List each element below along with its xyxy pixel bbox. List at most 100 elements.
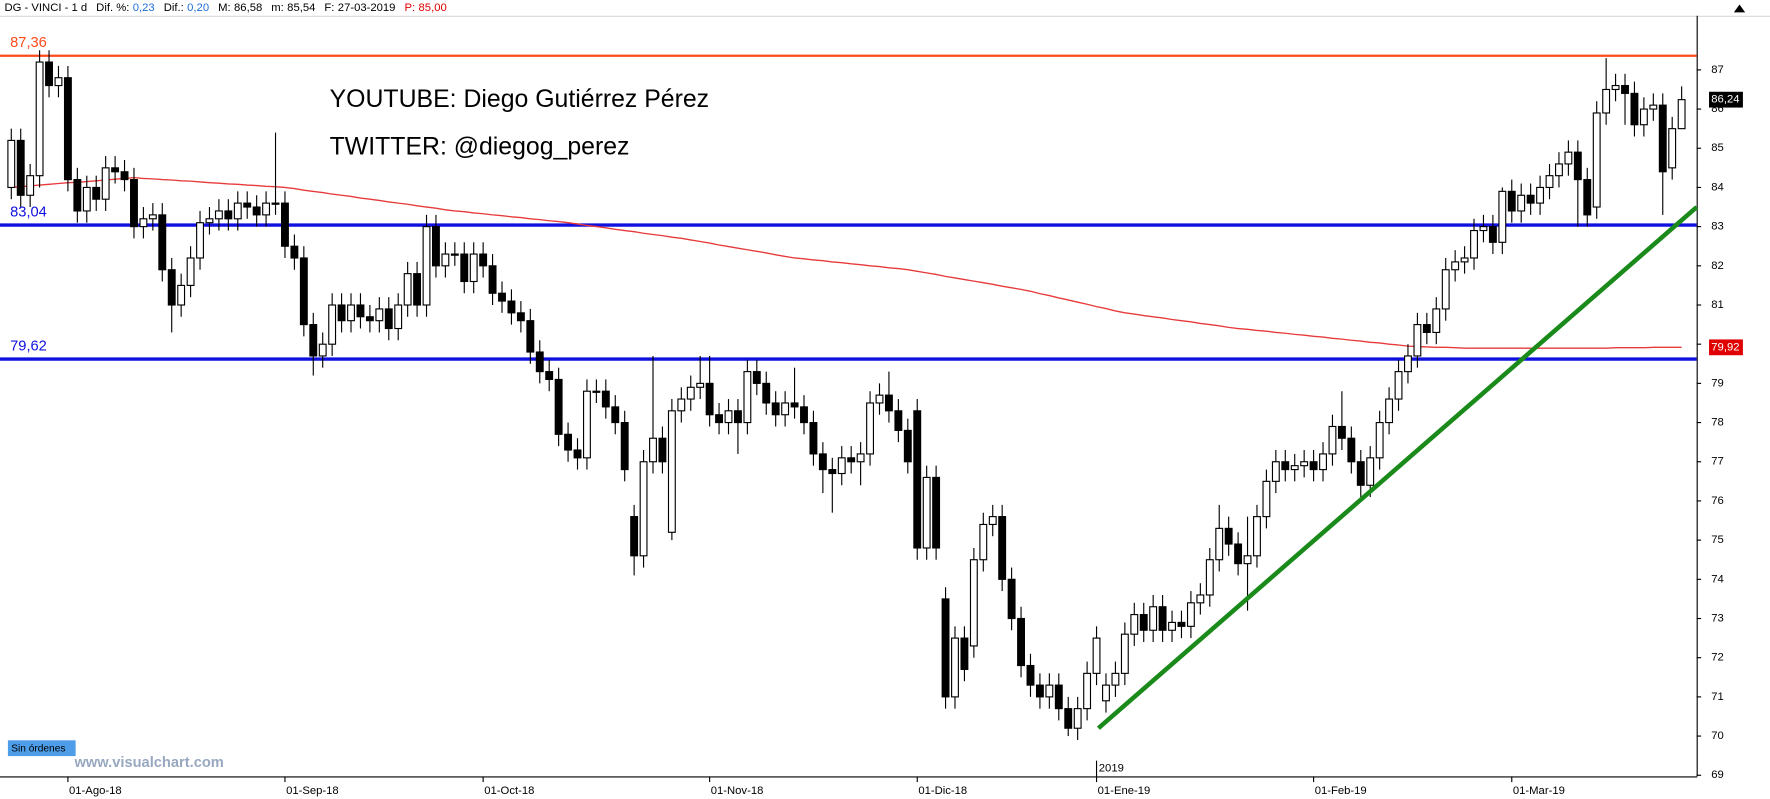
candle-body bbox=[1177, 621, 1186, 627]
candle-body bbox=[111, 167, 120, 173]
price-label-box bbox=[1709, 339, 1743, 356]
y-tick-label: 82 bbox=[1711, 260, 1724, 272]
y-tick-label: 79 bbox=[1711, 377, 1724, 389]
moving-average bbox=[11, 176, 1682, 349]
y-tick-label: 87 bbox=[1711, 64, 1724, 76]
candle-body bbox=[1611, 84, 1620, 91]
candle-body bbox=[1573, 151, 1582, 181]
candle-body bbox=[516, 312, 525, 322]
candle-body bbox=[856, 453, 865, 463]
candle-body bbox=[1054, 684, 1063, 710]
candle-body bbox=[422, 226, 431, 306]
candle-body bbox=[1092, 637, 1101, 674]
y-tick-label: 83 bbox=[1711, 221, 1724, 233]
candle-body bbox=[818, 453, 827, 471]
y-tick-label: 72 bbox=[1711, 652, 1724, 664]
candle-body bbox=[790, 402, 799, 408]
candle-body bbox=[1356, 461, 1365, 486]
y-tick-label: 75 bbox=[1711, 534, 1724, 546]
header: DG - VINCI - 1 d Dif. %: 0,23 Dif.: 0,20 M: 86… bbox=[5, 2, 447, 14]
candle-body bbox=[696, 382, 705, 388]
status-box[interactable] bbox=[7, 740, 76, 757]
candle-body bbox=[1243, 555, 1252, 565]
candle-body bbox=[724, 410, 733, 424]
candle-body bbox=[1111, 672, 1120, 686]
x-tick-label: 01-Mar-19 bbox=[1513, 785, 1565, 797]
candle-body bbox=[1337, 425, 1346, 439]
candle-body bbox=[1404, 355, 1412, 373]
candle-body bbox=[460, 253, 469, 283]
level-label: 79,62 bbox=[10, 339, 47, 355]
candle-body bbox=[498, 292, 506, 302]
candle-body bbox=[932, 476, 941, 549]
candle-body bbox=[441, 253, 450, 267]
candle-body bbox=[413, 273, 422, 306]
candle-body bbox=[318, 343, 327, 357]
year-label: 2019 bbox=[1099, 763, 1124, 775]
candle-body bbox=[1017, 617, 1025, 667]
candle-body bbox=[969, 559, 978, 647]
candle-body bbox=[177, 284, 186, 306]
candle-body bbox=[271, 202, 280, 205]
candle-body bbox=[1630, 92, 1639, 126]
candle-body bbox=[384, 308, 393, 330]
candle-body bbox=[403, 273, 412, 306]
candle-body bbox=[1215, 527, 1224, 561]
candle-body bbox=[120, 171, 129, 181]
candle-body bbox=[1460, 257, 1469, 263]
candle-body bbox=[375, 308, 384, 322]
candle-body bbox=[809, 422, 818, 455]
candle-body bbox=[941, 598, 950, 698]
level-label: 87,36 bbox=[10, 35, 47, 51]
candle-body bbox=[875, 394, 884, 404]
y-tick-label: 69 bbox=[1711, 769, 1724, 781]
candle-body bbox=[1545, 175, 1554, 189]
candle-body bbox=[1253, 516, 1261, 557]
y-tick-label: 73 bbox=[1711, 612, 1724, 624]
header-label: Dif. %: bbox=[96, 2, 129, 14]
candle-body bbox=[1479, 226, 1488, 232]
candle-body bbox=[1205, 559, 1214, 596]
candle-body bbox=[1555, 163, 1563, 177]
candle-body bbox=[1451, 261, 1460, 271]
candle-body bbox=[913, 410, 922, 549]
candle-body bbox=[1064, 708, 1073, 729]
y-tick-label: 70 bbox=[1711, 730, 1724, 742]
candle-body bbox=[1564, 151, 1573, 165]
candle-body bbox=[365, 316, 374, 322]
candle-body bbox=[26, 175, 35, 196]
candle-body bbox=[960, 637, 969, 671]
candle-body bbox=[328, 304, 337, 345]
candle-body bbox=[979, 523, 988, 561]
candle-body bbox=[337, 304, 346, 322]
candle-body bbox=[205, 218, 214, 224]
candle-body bbox=[1328, 425, 1337, 455]
collapse-icon[interactable] bbox=[1733, 4, 1746, 13]
x-tick-label: 01-Nov-18 bbox=[711, 785, 764, 797]
y-tick-label: 85 bbox=[1711, 142, 1724, 154]
candle-body bbox=[214, 210, 223, 220]
header-value: 0,23 bbox=[133, 2, 155, 14]
candle-body bbox=[762, 382, 771, 404]
x-tick-label: 01-Sep-18 bbox=[286, 785, 339, 797]
header-value: 27-03-2019 bbox=[338, 2, 396, 14]
candle-body bbox=[1507, 190, 1516, 212]
candle-body bbox=[677, 398, 686, 412]
candle-body bbox=[1300, 461, 1309, 467]
candle-body bbox=[1262, 480, 1271, 518]
candle-body bbox=[158, 214, 167, 271]
x-tick-label: 01-Feb-19 bbox=[1315, 785, 1367, 797]
candle-body bbox=[262, 202, 271, 216]
candle-body bbox=[1658, 104, 1667, 173]
candle-body bbox=[649, 437, 657, 463]
candle-body bbox=[1196, 594, 1205, 604]
status[interactable]: Sin órdenes bbox=[11, 743, 65, 754]
candle-body bbox=[1168, 621, 1176, 631]
candle-body bbox=[903, 429, 912, 463]
trendline bbox=[1096, 205, 1699, 730]
candle-body bbox=[1045, 684, 1054, 698]
header-label: P: bbox=[405, 2, 416, 14]
candle-body bbox=[507, 300, 516, 314]
candle-body bbox=[1517, 194, 1526, 212]
